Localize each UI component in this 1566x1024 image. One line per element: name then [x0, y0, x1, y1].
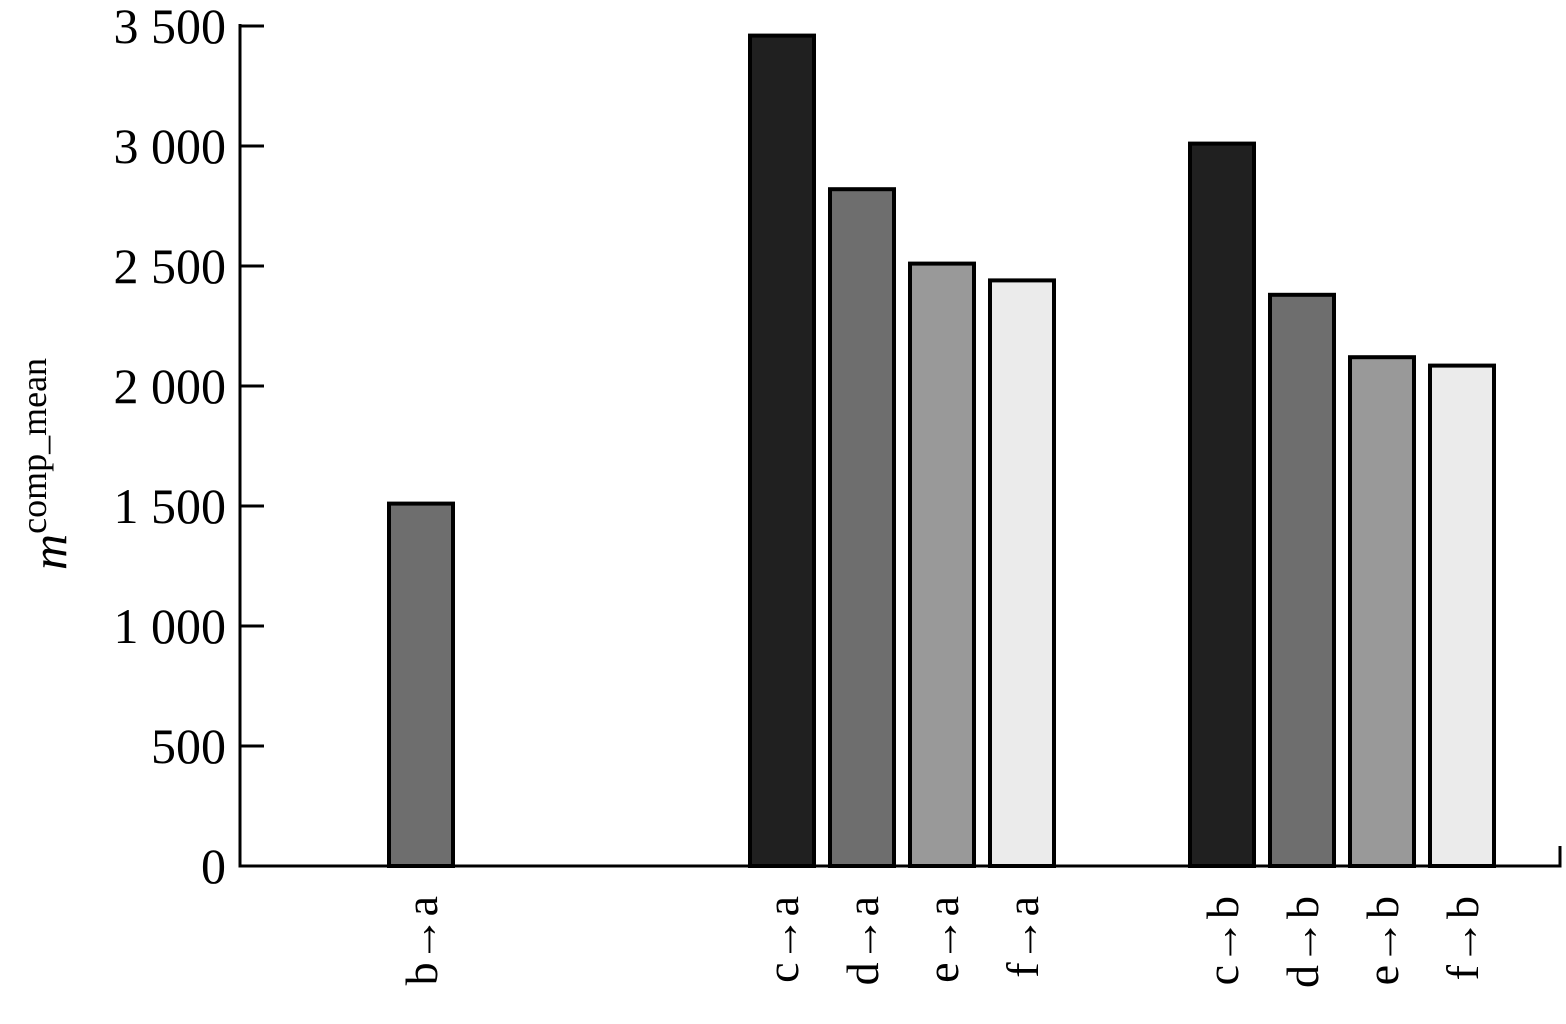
bar: [748, 33, 816, 869]
bar: [1348, 355, 1416, 868]
y-tick-label: 1 000: [114, 598, 227, 654]
x-axis: b→a c→a d→a e→a f→a c→b d→b e→b f→b: [238, 846, 1562, 988]
bar: [387, 501, 455, 868]
y-tick-label: 3 000: [114, 118, 227, 174]
bar: [988, 278, 1056, 868]
y-axis: 0 500 1 000 1 500 2 000 2 500 3 000 3 500: [114, 0, 264, 894]
x-category-label: c→a: [757, 896, 808, 983]
bar: [1428, 363, 1496, 868]
bar: [908, 261, 976, 869]
y-axis-label-sup: comp_mean: [14, 358, 54, 534]
y-axis-label-main: m: [21, 534, 77, 570]
x-category-label: e→b: [1357, 896, 1408, 985]
x-category-label: f→b: [1437, 896, 1488, 980]
bar: [828, 187, 896, 868]
x-category-label: d→b: [1277, 896, 1328, 988]
x-category-label: b→a: [396, 896, 447, 985]
y-tick-label: 500: [151, 718, 226, 774]
y-tick-label: 2 500: [114, 238, 227, 294]
bar: [1188, 141, 1256, 869]
x-category-label: c→b: [1197, 896, 1248, 985]
y-tick-label: 0: [201, 838, 226, 894]
x-category-label: f→a: [997, 896, 1048, 978]
y-tick-label: 1 500: [114, 478, 227, 534]
y-axis-label: mcomp_mean: [14, 358, 77, 570]
x-category-label: e→a: [917, 896, 968, 983]
y-tick-label: 3 500: [114, 0, 227, 54]
x-category-label: d→a: [837, 896, 888, 985]
bar: [1268, 292, 1336, 868]
bars: [387, 33, 1496, 869]
y-tick-label: 2 000: [114, 358, 227, 414]
